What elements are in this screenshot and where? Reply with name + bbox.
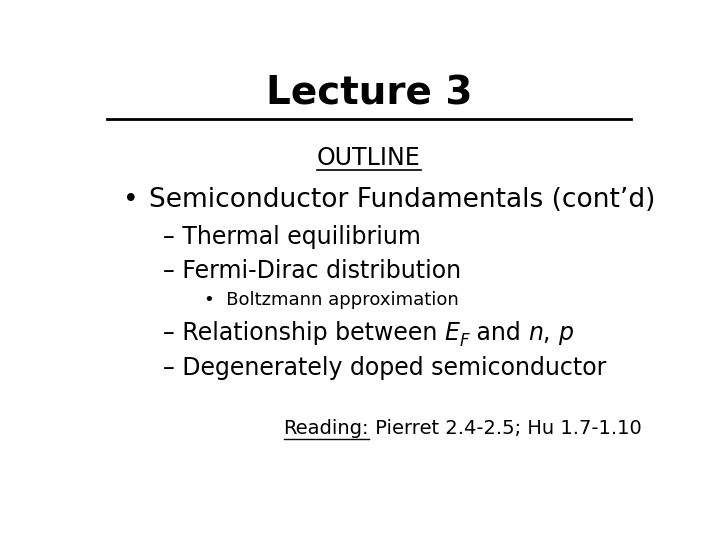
Text: – Fermi-Dirac distribution: – Fermi-Dirac distribution [163, 259, 461, 282]
Text: Reading:: Reading: [284, 419, 369, 438]
Text: – Degenerately doped semiconductor: – Degenerately doped semiconductor [163, 356, 606, 380]
Text: Pierret 2.4-2.5; Hu 1.7-1.10: Pierret 2.4-2.5; Hu 1.7-1.10 [369, 419, 642, 438]
Text: n: n [528, 321, 543, 345]
Text: •: • [124, 187, 139, 213]
Text: p: p [558, 321, 573, 345]
Text: F: F [459, 332, 469, 350]
Text: – Thermal equilibrium: – Thermal equilibrium [163, 225, 420, 249]
Text: OUTLINE: OUTLINE [317, 146, 421, 170]
Text: ,: , [543, 321, 558, 345]
Text: and: and [469, 321, 528, 345]
Text: •  Boltzmann approximation: • Boltzmann approximation [204, 291, 459, 309]
Text: E: E [444, 321, 459, 345]
Text: Semiconductor Fundamentals (cont’d): Semiconductor Fundamentals (cont’d) [148, 187, 655, 213]
Text: Lecture 3: Lecture 3 [266, 75, 472, 113]
Text: – Relationship between: – Relationship between [163, 321, 444, 345]
